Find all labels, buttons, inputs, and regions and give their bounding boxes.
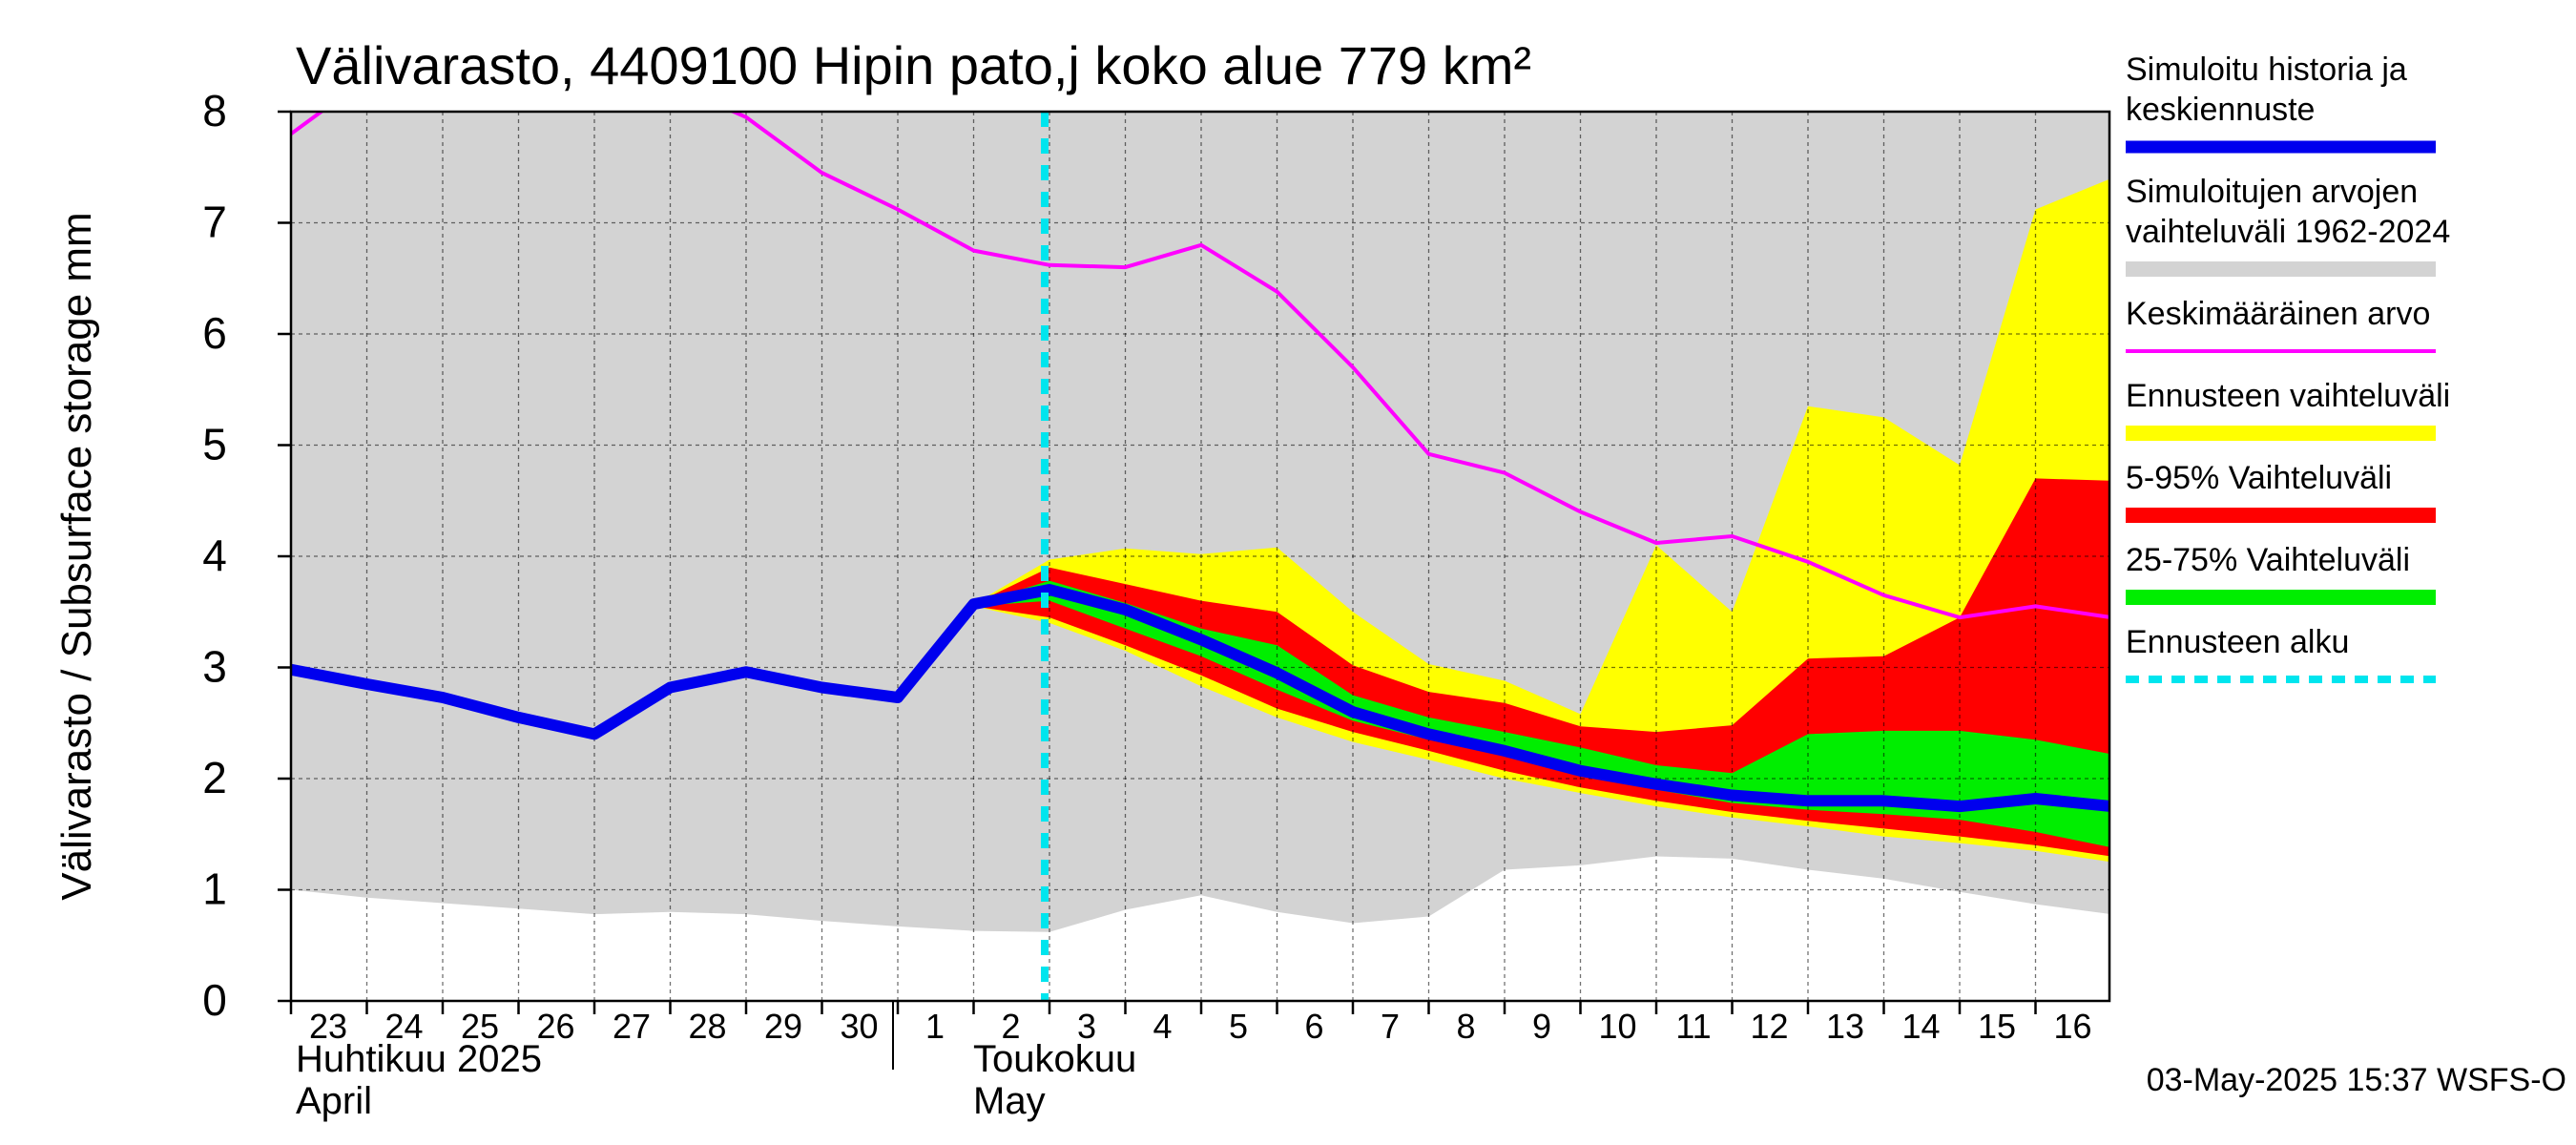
y-tick-label-2: 2 — [202, 753, 227, 802]
x-tick-label-1: 24 — [384, 1007, 423, 1046]
legend-label-4-line-1: Ennusteen vaihteluväli — [2126, 378, 2450, 414]
x-tick-label-7: 30 — [840, 1007, 878, 1046]
legend-label-1-line-1: Simuloitu historia ja — [2126, 52, 2407, 88]
y-axis-label: Välivarasto / Subsurface storage mm — [53, 212, 100, 900]
footer-timestamp: 03-May-2025 15:37 WSFS-O — [2147, 1062, 2566, 1098]
band-4 — [973, 580, 2109, 847]
x-tick-label-23: 16 — [2053, 1007, 2091, 1046]
x-tick-label-21: 14 — [1901, 1007, 1940, 1046]
x-tick-label-17: 10 — [1598, 1007, 1636, 1046]
x-tick-label-13: 6 — [1304, 1007, 1323, 1046]
x-tick-label-19: 12 — [1750, 1007, 1788, 1046]
legend-label-3-line-1: Keskimääräinen arvo — [2126, 296, 2430, 332]
x-tick-label-14: 7 — [1381, 1007, 1400, 1046]
x-tick-label-18: 11 — [1675, 1007, 1711, 1046]
legend-label-2-line-1: Simuloitujen arvojen — [2126, 174, 2418, 210]
chart-title: Välivarasto, 4409100 Hipin pato,j koko a… — [296, 35, 1531, 95]
lines-layer — [291, 112, 2109, 813]
legend-swatch-5 — [2126, 508, 2436, 523]
x-tick-label-8: 1 — [925, 1007, 945, 1046]
x-tick-label-22: 15 — [1978, 1007, 2016, 1046]
x-tick-label-9: 2 — [1001, 1007, 1020, 1046]
month-label-april-line2: April — [296, 1080, 372, 1122]
x-tick-label-6: 29 — [764, 1007, 802, 1046]
y-tick-label-1: 1 — [202, 864, 227, 914]
bands-layer — [291, 112, 2109, 932]
axes-layer — [278, 110, 2111, 1070]
x-tick-label-5: 28 — [688, 1007, 726, 1046]
legend: Simuloitu historia ja keskiennuste Simuloi… — [2126, 52, 2450, 683]
legend-swatch-6 — [2126, 590, 2436, 605]
x-tick-label-16: 9 — [1532, 1007, 1551, 1046]
month-label-april-line1: Huhtikuu 2025 — [296, 1038, 542, 1080]
legend-label-2-line-2: vaihteluväli 1962-2024 — [2126, 214, 2450, 250]
series-line-1 — [291, 112, 2109, 620]
legend-swatch-4 — [2126, 426, 2436, 441]
x-tick-label-10: 3 — [1077, 1007, 1096, 1046]
series-line-2 — [291, 584, 2109, 813]
x-tick-labels: 23 24 25 26 27 28 29 30 1 2 3 4 5 6 7 8 9 10 11 12 13 14 15 16 — [309, 1007, 2092, 1046]
legend-label-1-line-2: keskiennuste — [2126, 92, 2315, 128]
legend-label-6-line-1: 25-75% Vaihteluväli — [2126, 542, 2410, 578]
x-tick-label-11: 4 — [1153, 1007, 1172, 1046]
legend-swatch-2 — [2126, 261, 2436, 277]
x-tick-label-3: 26 — [536, 1007, 574, 1046]
y-tick-label-7: 7 — [202, 198, 227, 247]
x-tick-label-2: 25 — [461, 1007, 499, 1046]
legend-label-7-line-1: Ennusteen alku — [2126, 624, 2349, 660]
x-tick-label-4: 27 — [613, 1007, 651, 1046]
y-tick-label-5: 5 — [202, 420, 227, 469]
y-tick-label-8: 8 — [202, 86, 227, 135]
month-label-may-line2: May — [973, 1080, 1046, 1122]
x-tick-label-15: 8 — [1456, 1007, 1475, 1046]
x-tick-label-0: 23 — [309, 1007, 347, 1046]
y-tick-label-4: 4 — [202, 531, 227, 580]
y-tick-labels: 0 1 2 3 4 5 6 7 8 — [202, 86, 227, 1025]
x-tick-label-12: 5 — [1229, 1007, 1248, 1046]
y-tick-label-6: 6 — [202, 308, 227, 358]
y-tick-label-3: 3 — [202, 642, 227, 692]
y-tick-label-0: 0 — [202, 975, 227, 1025]
month-label-may-line1: Toukokuu — [973, 1038, 1136, 1080]
legend-label-5-line-1: 5-95% Vaihteluväli — [2126, 460, 2392, 496]
grid-layer — [291, 112, 2109, 1001]
x-tick-label-20: 13 — [1826, 1007, 1864, 1046]
